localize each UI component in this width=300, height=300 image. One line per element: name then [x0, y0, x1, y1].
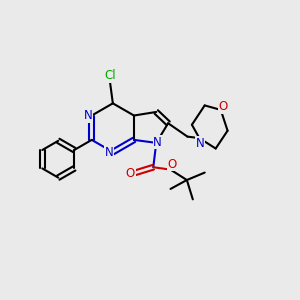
Text: N: N [105, 146, 114, 159]
Text: N: N [84, 109, 92, 122]
Text: O: O [167, 158, 177, 171]
Text: O: O [218, 100, 228, 113]
Text: O: O [126, 167, 135, 180]
Text: Cl: Cl [104, 69, 116, 82]
Text: N: N [196, 137, 204, 150]
Text: N: N [153, 136, 162, 149]
